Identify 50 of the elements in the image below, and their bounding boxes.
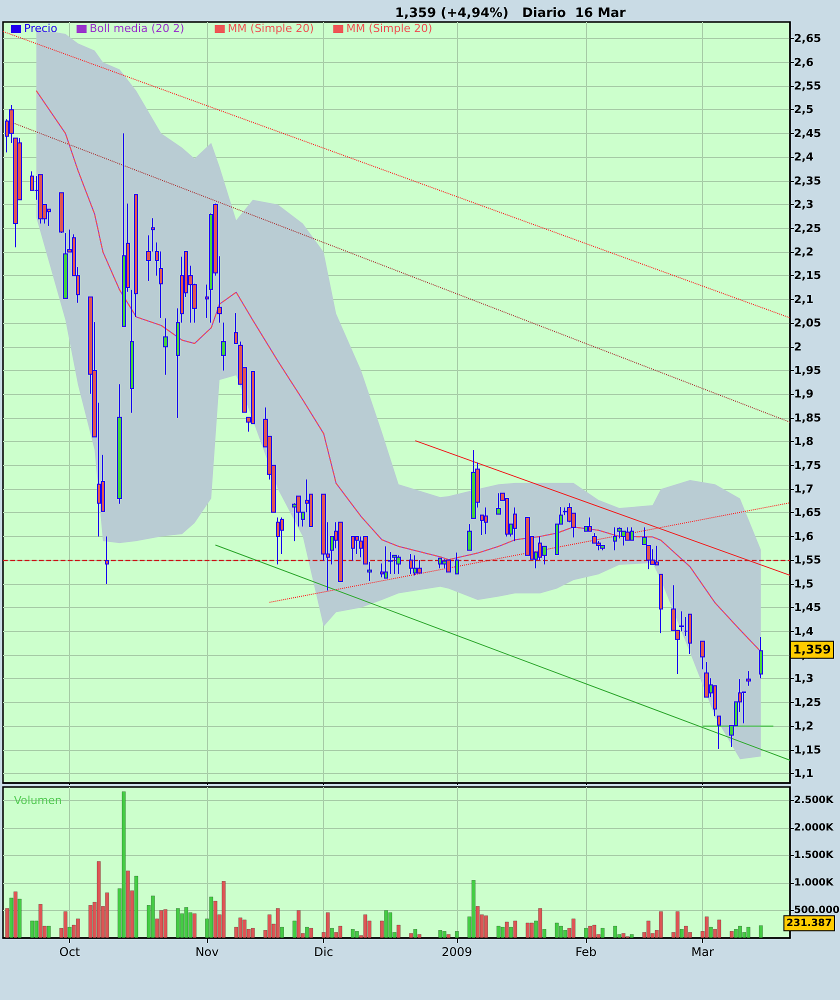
y-tick-label: 2,25: [794, 222, 822, 235]
x-tick-label: Mar: [691, 945, 714, 959]
y-tick-label: 2,1: [794, 292, 814, 306]
y-tick-label: 1,55: [794, 554, 822, 567]
x-tick-label: Feb: [575, 945, 597, 959]
y-tick-label: 500.000: [794, 905, 840, 916]
y-tick-label: 1.000K: [794, 878, 835, 889]
y-tick-label: 2,55: [794, 80, 822, 93]
y-tick-label: 2,3: [794, 198, 814, 212]
y-tick-label: 2: [794, 340, 802, 354]
y-tick-label: 1.500K: [794, 850, 835, 862]
y-tick-label: 2,05: [794, 316, 822, 330]
y-tick-label: 1,75: [794, 458, 822, 472]
y-tick-label: 1,45: [794, 601, 822, 614]
text: 1,359: [793, 642, 831, 657]
y-tick-label: 1,15: [794, 743, 822, 756]
y-tick-label: 1,95: [794, 364, 822, 377]
y-tick-label: 2,5: [794, 103, 814, 116]
y-tick-label: 1,5: [794, 577, 814, 590]
y-tick-label: 1,8: [794, 435, 814, 448]
y-tick-label: 1,3: [794, 672, 814, 686]
x-tick-label: 2009: [442, 945, 472, 959]
y-tick-label: 1,65: [794, 506, 822, 520]
y-tick-label: 2,4: [794, 150, 814, 164]
y-tick-label: 1,4: [794, 624, 814, 638]
legend-label: MM (Simple 20): [346, 22, 432, 35]
y-tick-label: 1,1: [794, 767, 814, 780]
y-tick-label: 2.000K: [794, 822, 835, 834]
y-tick-label: 1,25: [794, 696, 822, 709]
x-tick-label: Oct: [59, 945, 80, 959]
y-tick-label: 2,15: [794, 269, 822, 282]
y-tick-label: 2,45: [794, 126, 822, 140]
y-tick-label: 1,7: [794, 482, 814, 496]
legend-label: Precio: [24, 22, 58, 35]
y-tick-label: 2,35: [794, 174, 822, 188]
x-tick-label: Nov: [195, 945, 219, 959]
annotation: 231.387: [786, 918, 832, 929]
legend-label: MM (Simple 20): [228, 22, 314, 35]
y-tick-label: 1,6: [794, 530, 814, 543]
chart-title: 1,359 (+4,94%) Diario 16 Mar: [395, 6, 626, 21]
y-tick-label: 1,2: [794, 720, 814, 733]
y-tick-label: 2,6: [794, 56, 814, 69]
legend-label: Boll media (20 2): [90, 22, 184, 35]
y-tick-label: 2,2: [794, 245, 814, 258]
y-tick-label: 2.500K: [794, 795, 835, 806]
y-tick-label: 1,85: [794, 411, 822, 424]
y-tick-label: 2,65: [794, 32, 822, 46]
text: Volumen: [14, 794, 62, 807]
x-tick-label: Dic: [314, 945, 334, 959]
y-tick-label: 1,9: [794, 388, 814, 401]
